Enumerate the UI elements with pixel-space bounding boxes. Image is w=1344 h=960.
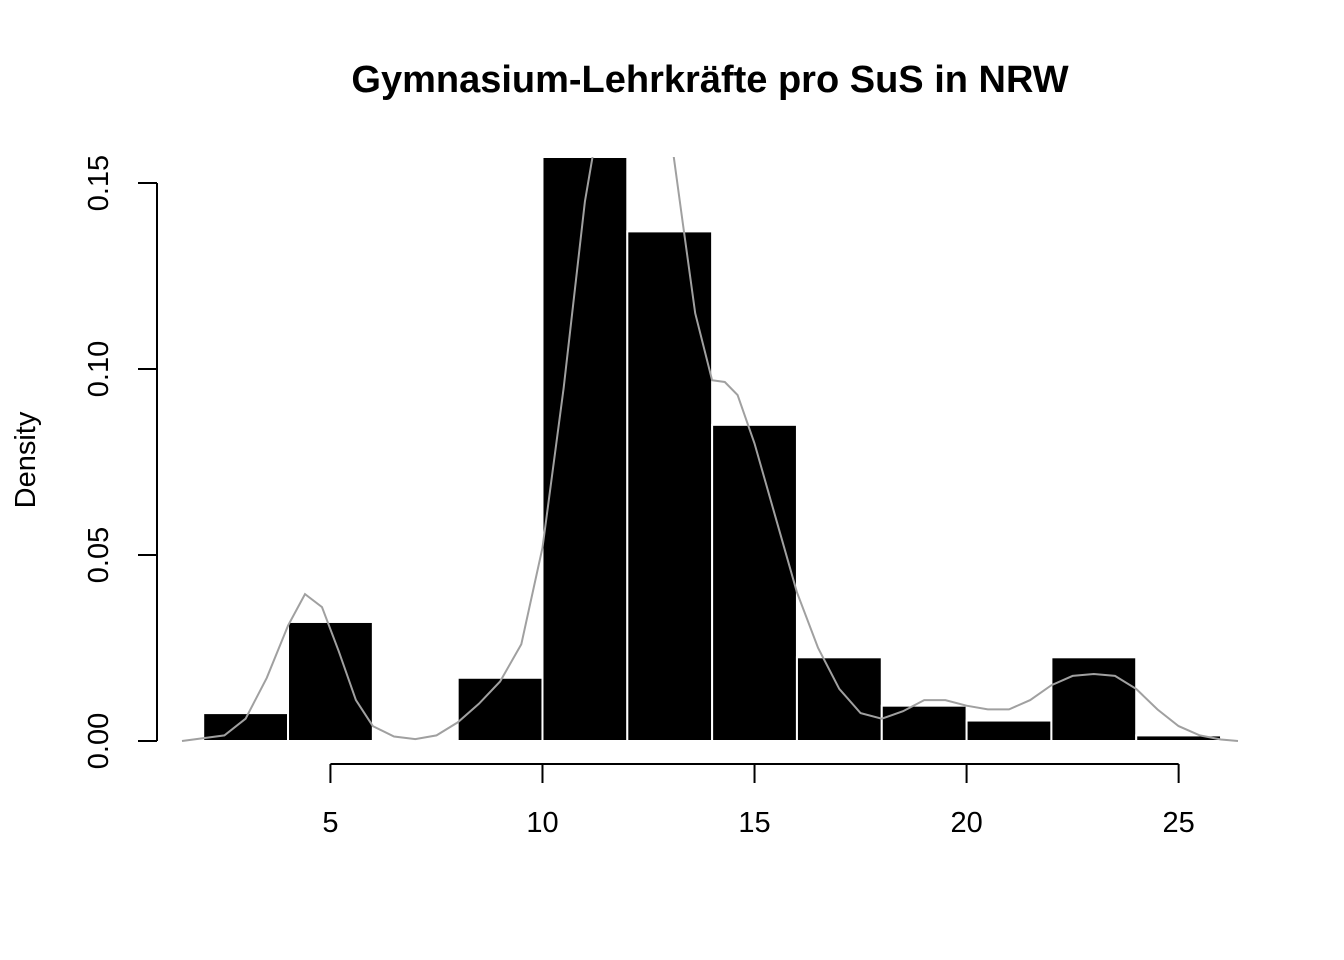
x-tick-label: 15 <box>738 807 770 839</box>
histogram-bar <box>456 676 544 743</box>
chart-title: Gymnasium-Lehrkräfte pro SuS in NRW <box>351 59 1068 101</box>
histogram-bar <box>287 620 374 742</box>
y-tick-label: 0.05 <box>83 527 115 583</box>
x-tick-label: 20 <box>950 807 982 839</box>
x-tick-label: 10 <box>526 807 558 839</box>
histogram-bar <box>795 656 883 742</box>
x-tick-label: 25 <box>1162 807 1194 839</box>
bars-group <box>202 156 1223 743</box>
histogram-bar <box>1050 656 1138 742</box>
y-tick-label: 0.10 <box>83 341 115 397</box>
histogram-bar <box>626 230 714 742</box>
y-tick-label: 0.15 <box>83 155 115 211</box>
x-axis: 5 10 15 20 25 <box>322 763 1195 839</box>
histogram-bar <box>965 719 1053 742</box>
y-axis: 0.00 0.05 0.10 0.15 <box>83 155 158 769</box>
y-axis-title: Density <box>10 411 42 508</box>
y-tick-label: 0.00 <box>83 713 115 769</box>
histogram-bar <box>711 423 798 742</box>
histogram-bar <box>541 156 629 742</box>
x-tick-label: 5 <box>322 807 338 839</box>
plot-area <box>181 156 1239 743</box>
density-curve <box>181 157 1239 742</box>
histogram-bar <box>880 704 968 742</box>
histogram-bar <box>1135 734 1223 743</box>
